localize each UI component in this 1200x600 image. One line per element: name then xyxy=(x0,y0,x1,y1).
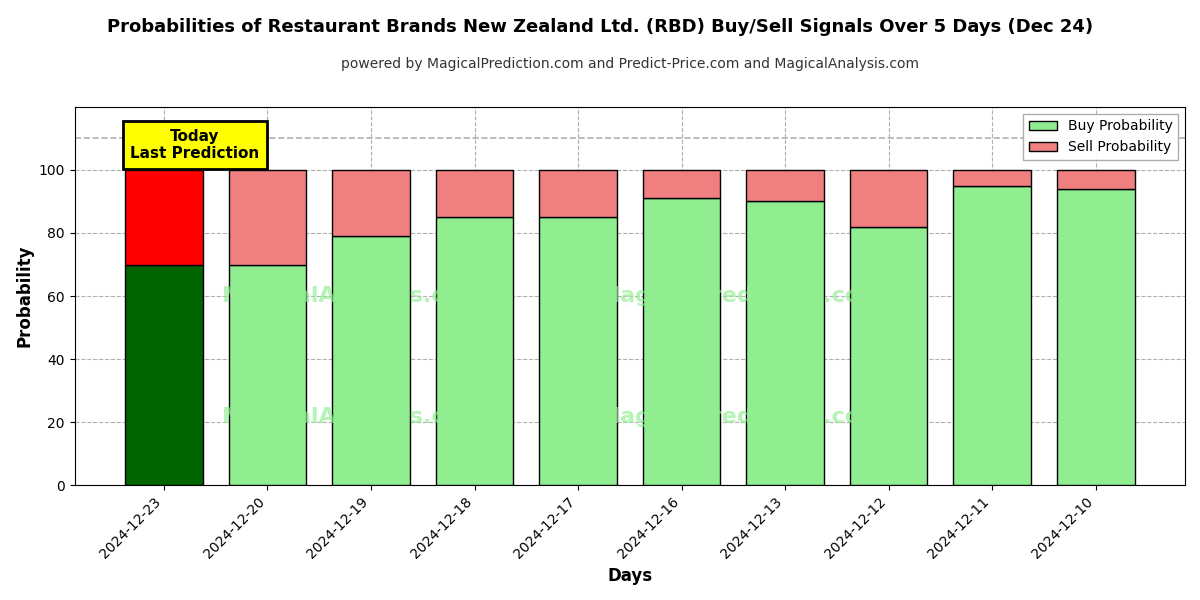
Text: Probabilities of Restaurant Brands New Zealand Ltd. (RBD) Buy/Sell Signals Over : Probabilities of Restaurant Brands New Z… xyxy=(107,18,1093,36)
Bar xyxy=(332,170,410,236)
Text: Today
Last Prediction: Today Last Prediction xyxy=(131,128,259,161)
X-axis label: Days: Days xyxy=(607,567,653,585)
Bar xyxy=(746,202,824,485)
Legend: Buy Probability, Sell Probability: Buy Probability, Sell Probability xyxy=(1024,114,1178,160)
Bar xyxy=(643,199,720,485)
Bar xyxy=(1057,189,1134,485)
Y-axis label: Probability: Probability xyxy=(16,245,34,347)
Bar xyxy=(643,170,720,199)
Bar xyxy=(436,217,514,485)
Title: powered by MagicalPrediction.com and Predict-Price.com and MagicalAnalysis.com: powered by MagicalPrediction.com and Pre… xyxy=(341,57,919,71)
Bar xyxy=(539,217,617,485)
Text: MagicalPrediction.com: MagicalPrediction.com xyxy=(598,286,883,306)
Text: MagicalPrediction.com: MagicalPrediction.com xyxy=(598,407,883,427)
Bar xyxy=(229,265,306,485)
Text: MagicalAnalysis.com: MagicalAnalysis.com xyxy=(222,407,482,427)
Bar xyxy=(1057,170,1134,189)
Bar xyxy=(850,170,928,227)
Bar xyxy=(436,170,514,217)
Bar xyxy=(953,185,1031,485)
Bar xyxy=(229,170,306,265)
Bar xyxy=(125,265,203,485)
Text: MagicalAnalysis.com: MagicalAnalysis.com xyxy=(222,286,482,306)
Bar xyxy=(850,227,928,485)
Bar xyxy=(125,170,203,265)
Bar xyxy=(746,170,824,202)
Bar xyxy=(332,236,410,485)
Bar xyxy=(539,170,617,217)
Bar xyxy=(953,170,1031,185)
